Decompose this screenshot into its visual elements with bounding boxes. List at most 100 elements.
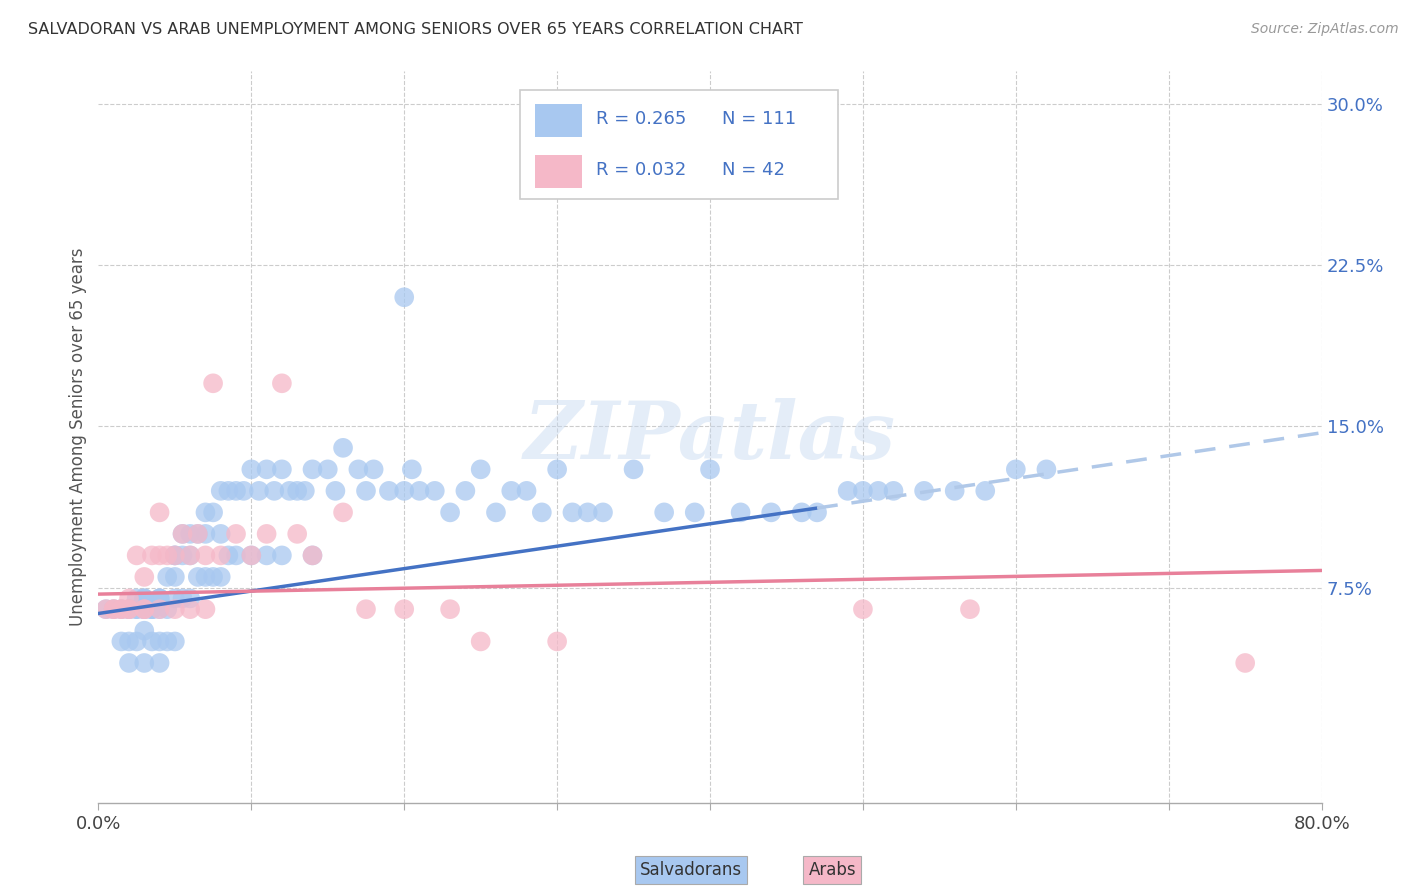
- Point: [883, 483, 905, 498]
- Point: [392, 602, 416, 616]
- Point: [149, 634, 172, 648]
- Point: [163, 549, 186, 563]
- Point: [240, 462, 263, 476]
- Point: [439, 602, 461, 616]
- Point: [301, 462, 323, 476]
- Point: [209, 483, 232, 498]
- Point: [256, 527, 278, 541]
- Point: [125, 634, 148, 648]
- Point: [363, 462, 385, 476]
- Point: [149, 602, 172, 616]
- Point: [699, 462, 721, 476]
- Point: [576, 505, 599, 519]
- Text: R = 0.265: R = 0.265: [596, 110, 686, 128]
- Text: R = 0.032: R = 0.032: [596, 161, 686, 179]
- Point: [730, 505, 752, 519]
- Point: [194, 527, 217, 541]
- Point: [141, 602, 163, 616]
- Point: [378, 483, 401, 498]
- Point: [790, 505, 813, 519]
- Point: [179, 549, 201, 563]
- Point: [134, 602, 156, 616]
- Point: [194, 570, 217, 584]
- Point: [149, 602, 172, 616]
- Point: [294, 483, 316, 498]
- Point: [316, 462, 339, 476]
- Point: [163, 570, 186, 584]
- Point: [485, 505, 508, 519]
- Point: [110, 634, 132, 648]
- Text: ZIPatlas: ZIPatlas: [524, 399, 896, 475]
- Point: [141, 634, 163, 648]
- Point: [439, 505, 461, 519]
- Text: Salvadorans: Salvadorans: [640, 861, 742, 879]
- Point: [172, 527, 194, 541]
- Point: [225, 483, 247, 498]
- Point: [974, 483, 997, 498]
- Point: [149, 549, 172, 563]
- FancyBboxPatch shape: [536, 155, 582, 188]
- Point: [149, 591, 172, 606]
- Point: [912, 483, 935, 498]
- Point: [423, 483, 446, 498]
- Point: [156, 570, 179, 584]
- Point: [163, 634, 186, 648]
- Point: [156, 549, 179, 563]
- Point: [959, 602, 981, 616]
- Point: [141, 602, 163, 616]
- Point: [134, 624, 156, 638]
- Point: [134, 656, 156, 670]
- Point: [134, 602, 156, 616]
- Point: [392, 290, 416, 304]
- Point: [516, 483, 538, 498]
- Text: N = 111: N = 111: [723, 110, 796, 128]
- Point: [110, 602, 132, 616]
- Point: [149, 656, 172, 670]
- Point: [1004, 462, 1026, 476]
- Point: [1234, 656, 1257, 670]
- Point: [202, 505, 225, 519]
- Point: [149, 505, 172, 519]
- Point: [454, 483, 477, 498]
- Point: [125, 602, 148, 616]
- Point: [546, 634, 568, 648]
- Point: [623, 462, 645, 476]
- Point: [149, 591, 172, 606]
- Point: [278, 483, 301, 498]
- Point: [332, 505, 354, 519]
- Point: [163, 549, 186, 563]
- Point: [103, 602, 125, 616]
- Point: [652, 505, 675, 519]
- FancyBboxPatch shape: [536, 104, 582, 137]
- Point: [202, 376, 225, 391]
- Point: [225, 549, 247, 563]
- Point: [110, 602, 132, 616]
- Point: [194, 602, 217, 616]
- Point: [125, 591, 148, 606]
- Point: [546, 462, 568, 476]
- Point: [270, 549, 292, 563]
- Point: [163, 549, 186, 563]
- Y-axis label: Unemployment Among Seniors over 65 years: Unemployment Among Seniors over 65 years: [69, 248, 87, 626]
- Point: [179, 591, 201, 606]
- Point: [179, 602, 201, 616]
- Point: [194, 549, 217, 563]
- Point: [103, 602, 125, 616]
- Point: [156, 602, 179, 616]
- Point: [209, 527, 232, 541]
- Point: [187, 570, 209, 584]
- Point: [401, 462, 423, 476]
- Point: [118, 602, 141, 616]
- Point: [332, 441, 354, 455]
- Point: [217, 549, 239, 563]
- Point: [179, 549, 201, 563]
- Point: [187, 527, 209, 541]
- Point: [247, 483, 270, 498]
- Point: [943, 483, 966, 498]
- Point: [285, 527, 308, 541]
- Point: [194, 505, 217, 519]
- Point: [592, 505, 614, 519]
- Point: [125, 602, 148, 616]
- Point: [270, 376, 292, 391]
- Point: [125, 549, 148, 563]
